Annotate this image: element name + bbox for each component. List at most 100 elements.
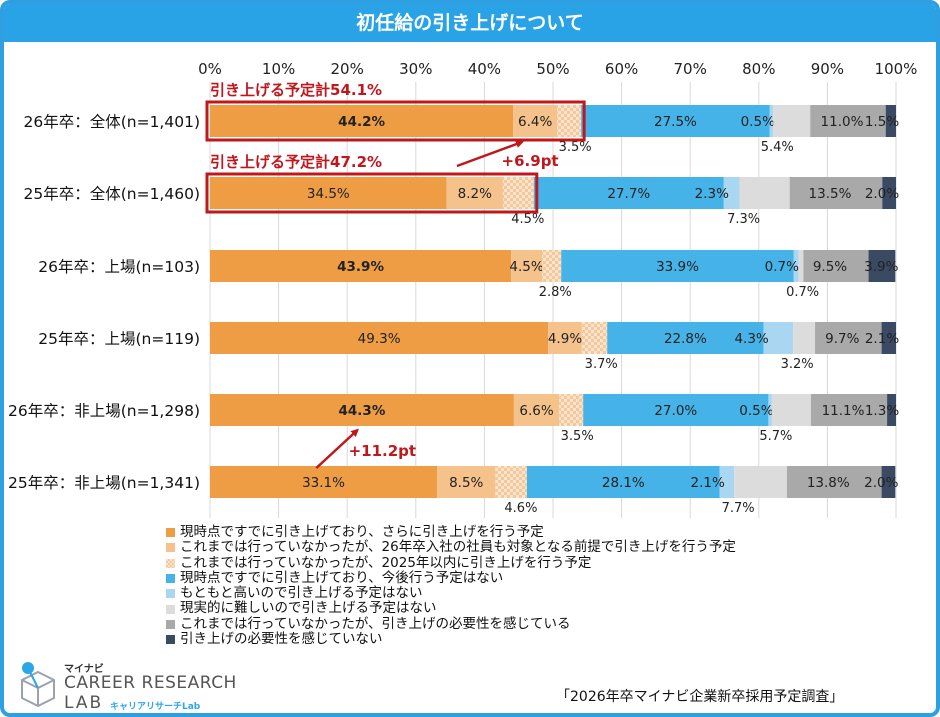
bar-segment <box>793 250 799 282</box>
x-tick-label: 60% <box>605 60 638 78</box>
bar-segment <box>723 177 740 209</box>
legend-swatch <box>166 543 175 553</box>
bar-segment <box>533 177 724 209</box>
data-label: 2.1% <box>691 475 725 491</box>
legend-label: 引き上げの必要性を感じていない <box>180 631 383 648</box>
highlight-label: 引き上げる予定計54.1% <box>210 81 382 99</box>
bar-segment <box>815 322 882 354</box>
data-label: 5.4% <box>761 140 794 155</box>
bar-segment <box>502 177 534 209</box>
bar-segment <box>810 105 886 137</box>
bar-segment <box>882 177 896 209</box>
legend-item: これまでは行っていなかったが、2025年以内に引き上げを行う予定 <box>166 554 736 571</box>
bar-segment <box>881 466 896 498</box>
bar-segment <box>763 322 794 354</box>
bar-segment <box>739 177 790 209</box>
data-label: 33.9% <box>656 259 699 275</box>
legend-item: もともと高いので引き上げる予定はない <box>166 585 736 601</box>
data-label: 7.3% <box>727 212 760 227</box>
legend-item: 現実的に難しいので引き上げる予定はない <box>166 601 736 616</box>
data-label: 3.5% <box>559 140 592 155</box>
data-label: 1.3% <box>865 403 899 419</box>
bar-segment <box>734 466 787 498</box>
logo-brand: マイナビ <box>64 664 104 675</box>
career-research-lab-logo: マイナビ CAREER RESEARCH LAB キャリアリサーチLab <box>18 658 238 713</box>
data-label: 3.5% <box>561 429 594 444</box>
bar-segment <box>769 105 774 137</box>
data-label: 2.3% <box>695 186 729 202</box>
category-label: 26年卒：全体(n=1,401) <box>23 113 200 131</box>
data-label: 49.3% <box>358 331 401 347</box>
bar-segment <box>581 322 608 354</box>
logo-subtitle: キャリアリサーチLab <box>110 702 201 712</box>
bar-segment <box>513 105 558 137</box>
data-label: 0.7% <box>786 285 819 300</box>
x-tick-label: 40% <box>468 60 501 78</box>
data-label: 34.5% <box>307 186 350 202</box>
bar-segment <box>210 250 512 282</box>
legend-swatch <box>166 528 175 538</box>
bar-segment <box>885 105 896 137</box>
x-tick-label: 90% <box>811 60 844 78</box>
legend-label: これまでは行っていなかったが、引き上げの必要性を感じている <box>180 615 571 632</box>
bar-segment <box>526 466 720 498</box>
data-label: 4.9% <box>548 331 582 347</box>
bar-segment <box>437 466 496 498</box>
data-label: 3.7% <box>585 357 618 372</box>
x-tick-label: 80% <box>742 60 775 78</box>
x-tick-label: 0% <box>198 60 222 78</box>
bar-segment <box>771 394 811 426</box>
bar-segment <box>210 466 438 498</box>
data-label: 4.3% <box>734 331 768 347</box>
data-label: 4.5% <box>511 212 544 227</box>
source-note: 「2026年卒マイナビ企業新卒採用予定調査」 <box>556 689 844 705</box>
legend-label: 現時点ですでに引き上げており、今後行う予定はない <box>180 569 504 586</box>
difference-label: +6.9pt <box>502 152 559 170</box>
bar-segment <box>607 322 764 354</box>
bar-segment <box>210 105 514 137</box>
data-label: 2.0% <box>865 186 899 202</box>
bar-segment <box>557 105 582 137</box>
legend-item: 引き上げの必要性を感じていない <box>166 631 736 648</box>
bar-segment <box>548 322 582 354</box>
x-tick-label: 70% <box>674 60 707 78</box>
bar-segment <box>513 394 560 426</box>
data-label: 27.0% <box>654 403 697 419</box>
difference-arrow <box>315 428 359 469</box>
data-label: 27.5% <box>654 114 697 130</box>
legend-label: これまでは行っていなかったが、2025年以内に引き上げを行う予定 <box>180 554 592 571</box>
x-tick-label: 100% <box>875 60 918 78</box>
bar-segment <box>773 105 811 137</box>
legend-item: これまでは行っていなかったが、引き上げの必要性を感じている <box>166 615 736 632</box>
data-label: 9.7% <box>825 331 859 347</box>
bar-segment <box>446 177 503 209</box>
legend-label: 現時点ですでに引き上げており、さらに引き上げを行う予定 <box>180 524 544 540</box>
bar-segment <box>786 466 882 498</box>
legend-item: 現時点ですでに引き上げており、今後行う予定はない <box>166 569 736 586</box>
bar-segment <box>511 250 543 282</box>
data-label: 8.2% <box>458 186 492 202</box>
logo-cube-icon <box>21 662 55 708</box>
category-label: 25年卒：非上場(n=1,341) <box>8 474 200 492</box>
data-label: 28.1% <box>602 475 645 491</box>
legend-swatch <box>166 619 175 629</box>
bar-segment <box>868 250 896 282</box>
category-label: 25年卒：全体(n=1,460) <box>23 185 200 203</box>
data-label: 0.7% <box>765 259 799 275</box>
logo-lab: LAB <box>64 693 104 713</box>
bar-segment <box>542 250 562 282</box>
difference-label: +11.2pt <box>349 442 417 460</box>
data-label: 27.7% <box>607 186 650 202</box>
x-tick-label: 30% <box>399 60 432 78</box>
logo-career-research: CAREER RESEARCH <box>64 673 237 693</box>
data-label: 2.0% <box>864 475 898 491</box>
chart-title: 初任給の引き上げについて <box>4 4 936 42</box>
bar-segment <box>561 250 794 282</box>
bar-segment <box>210 394 514 426</box>
bar-segment <box>887 394 896 426</box>
x-tick-label: 20% <box>331 60 364 78</box>
data-label: 3.9% <box>864 259 898 275</box>
bar-segment <box>581 105 770 137</box>
data-label: 13.5% <box>809 186 852 202</box>
